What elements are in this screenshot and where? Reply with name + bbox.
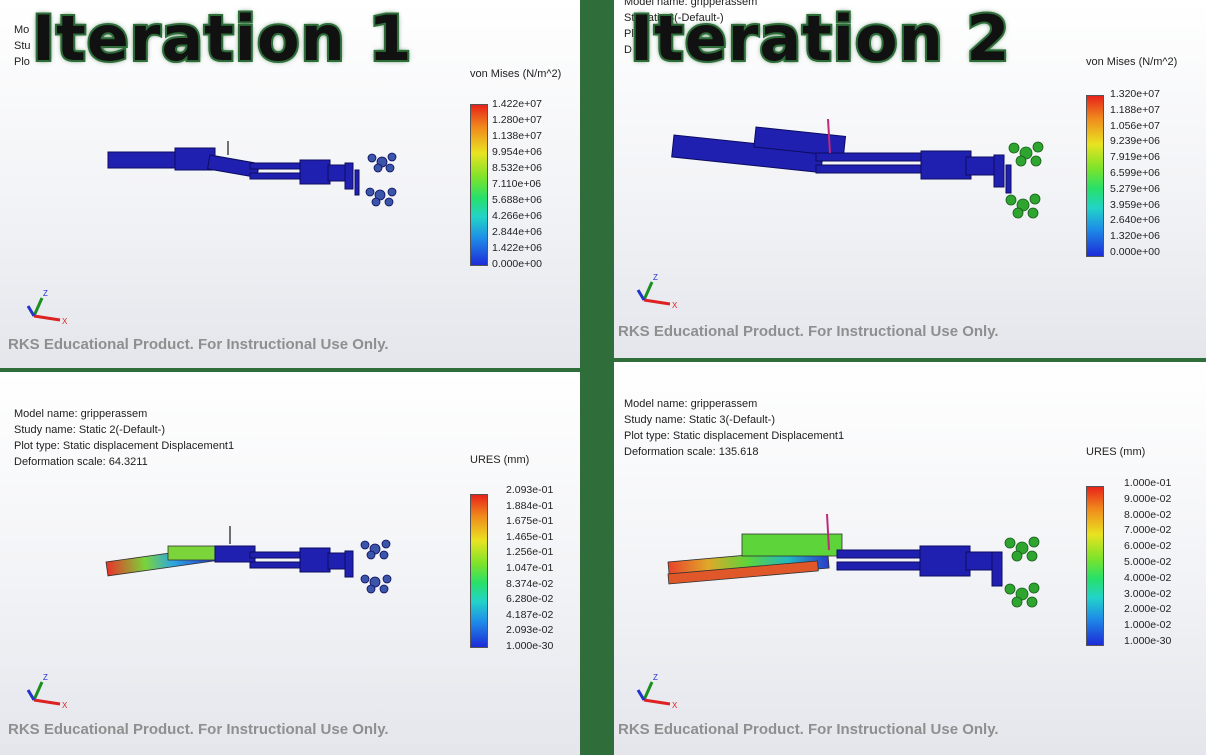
- color-legend-bar: [1086, 486, 1104, 646]
- axis-triad-icon: Z X: [636, 273, 678, 310]
- info-line: Pl: [624, 28, 634, 40]
- legend-tick: 4.266e+06: [492, 210, 542, 222]
- info-line: Model name: gripperassem: [624, 398, 758, 410]
- legend-tick: 8.374e-02: [506, 577, 554, 590]
- panel-stress-iteration-2: Model name: gripperassem St Static 3(-De…: [614, 0, 1206, 358]
- legend-tick: 1.138e+07: [492, 130, 542, 142]
- legend-tick: 1.422e+06: [492, 242, 542, 254]
- legend-tick: 1.884e-01: [506, 499, 554, 512]
- legend-tick: 0.000e+00: [492, 258, 542, 270]
- info-line: Model name: gripperassem: [624, 0, 758, 8]
- info-line: Stu: [14, 40, 31, 52]
- legend-tick: 1.675e-01: [506, 515, 554, 528]
- legend-tick: 9.954e+06: [492, 146, 542, 158]
- panel-stress-iteration-1: Mo Stu Plo von Mises (N/m^2) 1.422e+07 1…: [0, 0, 580, 368]
- gripper-model-displacement: [667, 513, 1040, 608]
- triad-z-label: Z: [43, 289, 48, 298]
- legend-tick: 7.919e+06: [1110, 151, 1160, 164]
- axis-triad-icon: Z X: [26, 673, 68, 710]
- triad-x-label: X: [62, 701, 68, 710]
- legend-tick: 2.640e+06: [1110, 214, 1160, 227]
- legend-tick: 2.093e-02: [506, 624, 554, 637]
- legend-tick: 2.000e-02: [1124, 603, 1172, 616]
- legend-title: URES (mm): [1086, 446, 1146, 458]
- legend-tick: 1.280e+07: [492, 114, 542, 126]
- legend-tick: 8.000e-02: [1124, 508, 1172, 521]
- legend-tick: 1.422e+07: [492, 98, 542, 110]
- legend-tick: 7.000e-02: [1124, 524, 1172, 537]
- iteration-1-title: Iteration 1: [30, 0, 414, 77]
- triad-x-label: X: [62, 317, 68, 326]
- info-line: Plo: [14, 56, 30, 68]
- triad-z-label: Z: [653, 273, 658, 282]
- educational-watermark: RKS Educational Product. For Instruction…: [618, 721, 999, 738]
- info-line: Study name: Static 3(-Default-): [624, 414, 776, 426]
- triad-x-label: X: [672, 301, 678, 310]
- info-line: Plot type: Static displacement Displacem…: [624, 430, 845, 442]
- legend-tick: 1.256e-01: [506, 546, 554, 559]
- legend-title: von Mises (N/m^2): [470, 68, 562, 80]
- gripper-model-stress: [671, 118, 1044, 219]
- legend-tick: 1.056e+07: [1110, 119, 1160, 132]
- legend-tick: 5.000e-02: [1124, 556, 1172, 568]
- legend-title: URES (mm): [470, 454, 530, 466]
- legend-tick: 1.320e+06: [1110, 230, 1160, 243]
- legend-tick: 9.239e+06: [1110, 135, 1160, 148]
- legend-tick: 5.688e+06: [492, 194, 542, 206]
- legend-tick: 6.000e-02: [1124, 540, 1172, 553]
- legend-tick: 5.279e+06: [1110, 182, 1160, 195]
- legend-tick: 6.280e-02: [506, 593, 554, 606]
- legend-tick: 2.844e+06: [492, 226, 542, 238]
- legend-tick: 1.000e-30: [1124, 635, 1172, 647]
- triad-z-label: Z: [43, 673, 48, 682]
- study-info: Model name: gripperassem St Static 3(-De…: [624, 0, 757, 58]
- educational-watermark: RKS Educational Product. For Instruction…: [618, 323, 999, 340]
- study-info: Mo Stu Plo: [14, 22, 31, 70]
- info-line: Plot type: Static displacement Displacem…: [14, 440, 235, 452]
- legend-tick: 3.959e+06: [1110, 198, 1160, 211]
- legend-tick: 1.465e-01: [506, 530, 554, 543]
- axis-triad-icon: Z X: [26, 289, 68, 326]
- legend-tick: 6.599e+06: [1110, 167, 1160, 179]
- gripper-model-stress: [107, 141, 397, 207]
- legend-tick: 7.110e+06: [492, 178, 542, 190]
- info-line: St Static 3(-Default-): [624, 12, 724, 24]
- legend-tick: 0.000e+00: [1110, 246, 1160, 258]
- triad-z-label: Z: [653, 673, 658, 682]
- legend-title: von Mises (N/m^2): [1086, 56, 1178, 68]
- axis-triad-icon: Z X: [636, 673, 678, 710]
- color-legend-bar: [470, 104, 488, 266]
- legend-tick: 1.320e+07: [1110, 88, 1160, 100]
- info-line: D: [624, 44, 632, 56]
- legend-tick: 4.000e-02: [1124, 571, 1172, 584]
- educational-watermark: RKS Educational Product. For Instruction…: [8, 721, 389, 738]
- legend-tick: 3.000e-02: [1124, 587, 1172, 600]
- info-line: Model name: gripperassem: [14, 408, 148, 420]
- color-legend-bar: [1086, 95, 1104, 257]
- info-line: Deformation scale: 135.618: [624, 446, 759, 458]
- study-info: Model name: gripperassem Study name: Sta…: [14, 406, 234, 470]
- educational-watermark: RKS Educational Product. For Instruction…: [8, 336, 389, 353]
- color-legend-bar: [470, 494, 488, 648]
- panel-displacement-iteration-1: Model name: gripperassem Study name: Sta…: [0, 372, 580, 755]
- legend-tick: 1.188e+07: [1110, 103, 1160, 116]
- study-info: Model name: gripperassem Study name: Sta…: [624, 396, 844, 460]
- legend-tick: 1.000e-01: [1124, 477, 1172, 489]
- legend-tick: 1.000e-30: [506, 640, 554, 652]
- legend-tick: 1.000e-02: [1124, 619, 1172, 632]
- legend-tick: 8.532e+06: [492, 162, 542, 174]
- gripper-model-displacement: [105, 526, 392, 594]
- info-line: Mo: [14, 24, 30, 36]
- legend-tick: 4.187e-02: [506, 608, 554, 621]
- triad-x-label: X: [672, 701, 678, 710]
- info-line: Deformation scale: 64.3211: [14, 456, 148, 468]
- legend-tick: 2.093e-01: [506, 484, 554, 496]
- info-line: Study name: Static 2(-Default-): [14, 424, 166, 436]
- legend-tick: 1.047e-01: [506, 562, 554, 574]
- iteration-2-title: Iteration 2: [628, 0, 1012, 77]
- panel-displacement-iteration-2: Model name: gripperassem Study name: Sta…: [614, 362, 1206, 755]
- legend-tick: 9.000e-02: [1124, 492, 1172, 505]
